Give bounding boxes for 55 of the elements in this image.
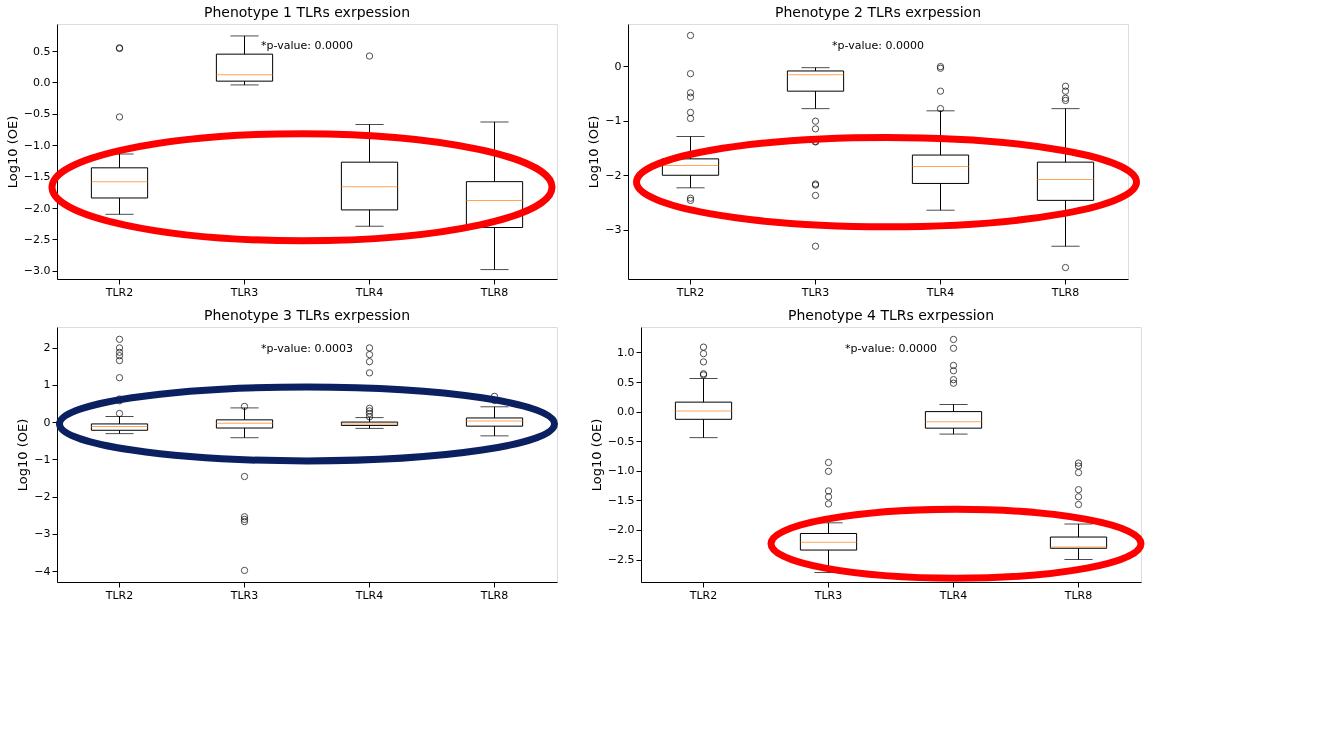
- annotation: *p-value: 0.0000: [261, 39, 353, 52]
- y-tick-label: −1: [605, 114, 622, 128]
- x-tick-label: TLR3: [813, 588, 843, 602]
- x-tick-label: TLR3: [229, 588, 259, 602]
- y-tick-label: −3: [34, 527, 51, 541]
- y-tick-label: 0: [614, 59, 622, 73]
- y-tick-label: −2: [34, 490, 51, 504]
- y-tick-label: −3: [605, 223, 622, 237]
- y-tick-label: −1.5: [23, 170, 51, 184]
- y-tick-label: 1.0: [617, 345, 635, 359]
- x-tick-label: TLR3: [229, 285, 259, 299]
- y-tick-label: −4: [34, 564, 51, 578]
- y-tick-label: −2: [605, 168, 622, 182]
- y-tick-label: −1.0: [607, 464, 635, 478]
- x-tick-label: TLR2: [675, 285, 705, 299]
- y-tick-label: −2.5: [607, 553, 635, 567]
- x-tick-label: TLR4: [925, 285, 955, 299]
- y-tick-label: −3.0: [23, 264, 51, 278]
- y-tick-label: −2.0: [607, 523, 635, 537]
- x-tick-label: TLR3: [800, 285, 830, 299]
- y-tick-label: 0.0: [617, 405, 635, 419]
- y-tick-label: −0.5: [23, 107, 51, 121]
- y-tick-label: −1: [34, 452, 51, 466]
- x-tick-label: TLR4: [938, 588, 968, 602]
- y-tick-label: 0.5: [617, 375, 635, 389]
- y-tick-label: 0.0: [33, 75, 51, 89]
- x-tick-label: TLR2: [104, 588, 134, 602]
- y-tick-label: −2.5: [23, 232, 51, 246]
- y-tick-label: 0: [43, 415, 51, 429]
- chart-title: Phenotype 3 TLRs exrpession: [203, 307, 411, 323]
- chart-title: Phenotype 1 TLRs exrpession: [203, 4, 411, 20]
- x-tick-label: TLR8: [1050, 285, 1080, 299]
- x-tick-label: TLR2: [688, 588, 718, 602]
- x-tick-label: TLR8: [479, 285, 509, 299]
- x-tick-label: TLR2: [104, 285, 134, 299]
- y-axis-title: Log10 (OE): [586, 115, 602, 189]
- x-tick-label: TLR8: [479, 588, 509, 602]
- chart-title: Phenotype 2 TLRs exrpession: [774, 4, 982, 20]
- y-tick-label: −0.5: [607, 434, 635, 448]
- y-tick-label: −1.5: [607, 493, 635, 507]
- annotation: *p-value: 0.0000: [845, 342, 937, 355]
- y-tick-label: 0.5: [33, 44, 51, 58]
- y-tick-label: 2: [43, 341, 51, 354]
- y-tick-label: −2.0: [23, 201, 51, 215]
- y-axis-title: Log10 (OE): [4, 115, 20, 189]
- chart-title: Phenotype 4 TLRs exrpession: [787, 307, 995, 323]
- annotation: *p-value: 0.0003: [261, 342, 353, 355]
- y-tick-label: 1: [43, 378, 51, 392]
- x-tick-label: TLR4: [354, 588, 384, 602]
- x-tick-label: TLR8: [1063, 588, 1093, 602]
- annotation: *p-value: 0.0000: [832, 39, 924, 52]
- y-axis-title: Log10 (OE): [15, 418, 31, 492]
- y-tick-label: −1.0: [23, 138, 51, 152]
- x-tick-label: TLR4: [354, 285, 384, 299]
- y-axis-title: Log10 (OE): [588, 418, 604, 492]
